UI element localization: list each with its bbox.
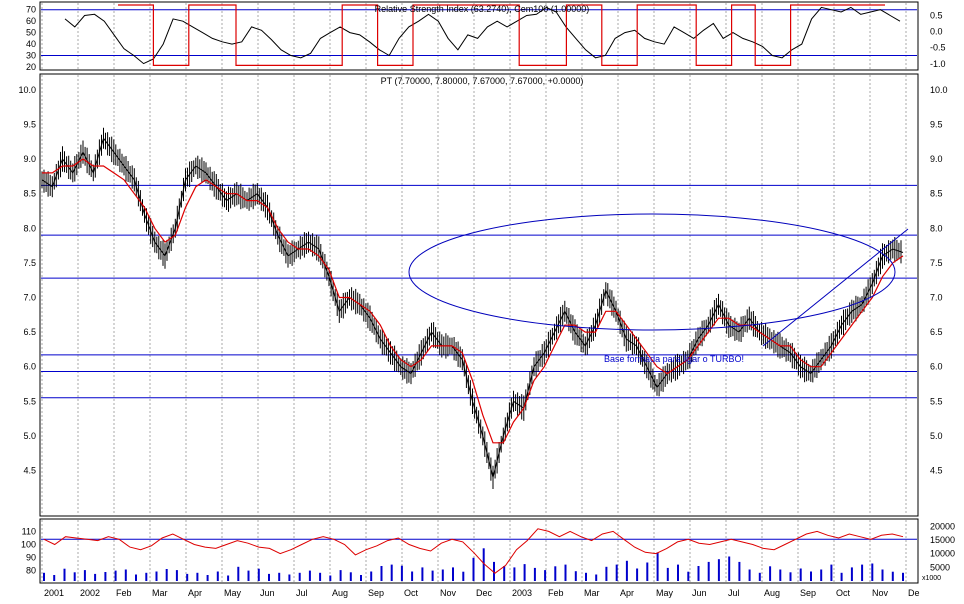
rsi-line (64, 6, 901, 65)
price-right-tick-label: 5.5 (930, 396, 943, 406)
price-line (41, 137, 904, 478)
price-y-tick-label: 6.5 (23, 327, 36, 337)
rsi-right-tick-label: -0.5 (930, 43, 946, 53)
rsi-right-tick-label: 0.5 (930, 10, 943, 20)
rsi-y-tick-label: 70 (26, 5, 36, 15)
volume-right-tick-label: 5000 (930, 562, 950, 572)
price-right-tick-label: 10.0 (930, 85, 948, 95)
x-tick-label: 2003 (512, 588, 532, 598)
x-tick-label: Jul (728, 588, 740, 598)
volume-left-tick-label: 100 (21, 539, 36, 549)
volume-panel-frame (39, 518, 919, 584)
price-y-tick-label: 5.5 (23, 396, 36, 406)
x-tick-label: Mar (152, 588, 168, 598)
price-right-tick-label: 6.5 (930, 327, 943, 337)
x-tick-label: Sep (800, 588, 816, 598)
x-tick-label: De (908, 588, 920, 598)
x-tick-label: Feb (116, 588, 132, 598)
price-y-tick-label: 5.0 (23, 431, 36, 441)
moving-average-line (42, 158, 904, 444)
x-tick-label: Feb (548, 588, 564, 598)
rsi-right-tick-label: 0.0 (930, 26, 943, 36)
x-tick-label: Oct (836, 588, 851, 598)
rsi-y-tick-label: 20 (26, 62, 36, 72)
price-panel-title: PT (7.70000, 7.80000, 7.67000, 7.67000, … (381, 76, 584, 86)
cem-step-line (118, 4, 885, 67)
grid-lines (41, 3, 907, 582)
price-right-tick-label: 7.5 (930, 258, 943, 268)
price-y-tick-label: 4.5 (23, 465, 36, 475)
x-tick-label: Jun (260, 588, 275, 598)
price-y-tick-label: 6.0 (23, 362, 36, 372)
x-tick-label: Mar (584, 588, 600, 598)
chart-series (41, 4, 904, 581)
price-right-tick-label: 8.5 (930, 189, 943, 199)
price-y-tick-label: 7.5 (23, 258, 36, 268)
x-tick-label: Aug (764, 588, 780, 598)
price-right-tick-label: 7.0 (930, 292, 943, 302)
price-right-tick-label: 6.0 (930, 362, 943, 372)
volume-left-tick-label: 90 (26, 553, 36, 563)
x-tick-label: Apr (188, 588, 202, 598)
rsi-y-tick-label: 50 (26, 28, 36, 38)
price-y-tick-label: 8.0 (23, 223, 36, 233)
volume-indicator-line (43, 528, 904, 574)
x-tick-label: Sep (368, 588, 384, 598)
price-right-tick-label: 9.0 (930, 154, 943, 164)
x-tick-label: Jun (692, 588, 707, 598)
base-ellipse (408, 213, 896, 331)
price-right-tick-label: 9.5 (930, 119, 943, 129)
axis-ticks: 2001 2002 Feb Mar Apr May Jun Jul Aug Sep Oct Nov De… (18, 5, 955, 598)
x-tick-label: 2001 (44, 588, 64, 598)
price-y-tick-label: 10.0 (18, 85, 36, 95)
rsi-right-tick-label: -1.0 (930, 59, 946, 69)
volume-unit-label: x1000 (922, 575, 941, 582)
volume-left-tick-label: 110 (22, 526, 36, 536)
x-tick-label: Dec (476, 588, 493, 598)
trend-line (762, 228, 909, 347)
reference-lines (41, 9, 917, 540)
x-tick-label: May (656, 588, 674, 598)
price-y-tick-label: 9.5 (23, 119, 36, 129)
price-panel-frame (39, 73, 919, 517)
price-right-tick-label: 5.0 (930, 431, 943, 441)
volume-right-tick-label: 15000 (930, 535, 955, 545)
x-tick-label: 2002 (80, 588, 100, 598)
rsi-y-tick-label: 30 (26, 51, 36, 61)
x-tick-label: Jul (296, 588, 308, 598)
base-annotation: Base formada para ligar o TURBO! (604, 354, 744, 364)
x-tick-label: Nov (440, 588, 457, 598)
rsi-panel-frame (39, 1, 919, 71)
x-tick-label: Oct (404, 588, 419, 598)
price-right-tick-label: 8.0 (930, 223, 943, 233)
x-tick-label: Nov (872, 588, 889, 598)
x-tick-label: Apr (620, 588, 634, 598)
rsi-panel-title: Relative Strength Index (63.2740), Cem10… (375, 4, 590, 14)
price-y-tick-label: 7.0 (23, 292, 36, 302)
price-y-tick-label: 9.0 (23, 154, 36, 164)
volume-left-tick-label: 80 (26, 566, 36, 576)
price-y-tick-label: 8.5 (23, 189, 36, 199)
rsi-y-tick-label: 40 (26, 39, 36, 49)
x-tick-label: Aug (332, 588, 348, 598)
rsi-y-tick-label: 60 (26, 16, 36, 26)
volume-right-tick-label: 20000 (930, 521, 955, 531)
x-tick-label: May (224, 588, 242, 598)
price-right-tick-label: 4.5 (930, 465, 943, 475)
volume-right-tick-label: 10000 (930, 549, 955, 559)
